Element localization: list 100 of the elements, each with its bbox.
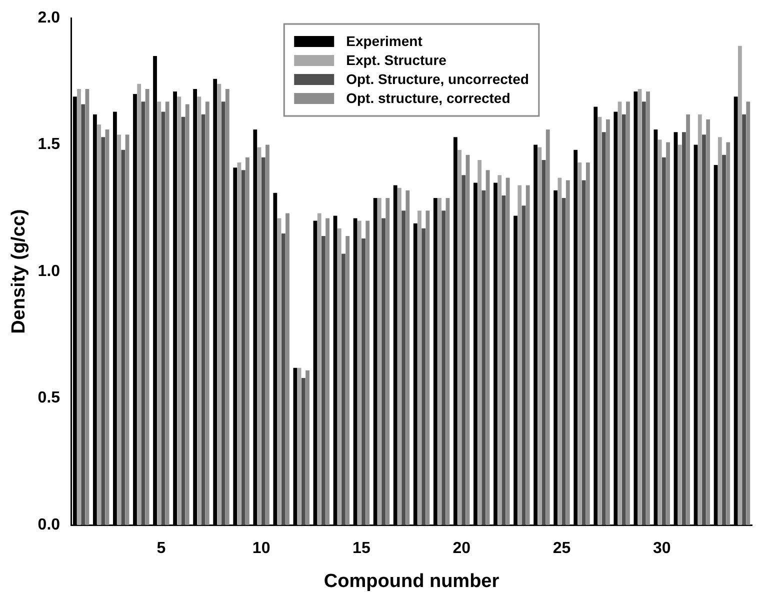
bar — [257, 147, 262, 525]
bar — [141, 102, 146, 525]
x-axis-title: Compound number — [324, 570, 500, 592]
bar — [666, 142, 670, 525]
bar — [225, 88, 230, 525]
bar — [101, 137, 106, 525]
bar — [646, 92, 650, 525]
bar — [245, 157, 250, 525]
bar — [642, 102, 646, 525]
bar — [137, 84, 142, 525]
bar — [446, 198, 450, 525]
bar — [726, 142, 730, 525]
bar — [698, 114, 702, 525]
legend-label: Opt. Structure, uncorrected — [346, 70, 529, 87]
x-tick-label: 30 — [652, 540, 671, 558]
bar — [662, 157, 666, 525]
bar — [85, 88, 90, 525]
bar — [626, 102, 630, 525]
bar — [301, 378, 306, 525]
bar — [506, 178, 510, 525]
bar — [277, 218, 282, 525]
bar — [185, 104, 190, 525]
bar — [618, 102, 622, 525]
bar — [478, 160, 482, 525]
bar — [402, 210, 406, 525]
bar — [622, 114, 626, 525]
y-tick-label: 1.0 — [38, 262, 60, 280]
bar — [742, 114, 746, 525]
bar — [165, 102, 170, 525]
bar — [398, 188, 402, 525]
bar — [337, 228, 342, 525]
bar — [266, 144, 270, 525]
bar — [722, 154, 726, 525]
bar — [718, 137, 722, 525]
bar — [562, 198, 566, 525]
bar — [746, 102, 750, 525]
y-axis-title: Density (g/cc) — [8, 209, 30, 334]
bar — [145, 88, 150, 525]
bar — [205, 102, 210, 525]
bar — [406, 190, 410, 525]
bar — [161, 112, 166, 525]
bar — [518, 185, 522, 525]
bar — [702, 134, 706, 525]
bar — [366, 220, 370, 525]
bar — [217, 84, 222, 525]
bar — [326, 218, 330, 525]
bar — [297, 368, 302, 525]
bar — [486, 170, 490, 525]
bar — [466, 154, 470, 525]
bar — [582, 180, 586, 525]
bar — [357, 220, 362, 525]
bar — [546, 130, 550, 525]
bar — [442, 210, 446, 525]
bar — [682, 132, 686, 525]
x-tick-label: 5 — [156, 540, 166, 558]
bar — [538, 147, 542, 525]
bar — [606, 119, 610, 525]
bar — [522, 206, 526, 525]
bar — [382, 218, 386, 525]
bar — [586, 162, 590, 525]
bar — [526, 185, 530, 525]
bar — [558, 178, 562, 525]
bar — [602, 132, 606, 525]
bar — [117, 134, 122, 525]
bar — [418, 210, 422, 525]
bar — [261, 157, 266, 525]
bar — [286, 213, 290, 525]
x-tick-label: 10 — [252, 540, 270, 558]
bar — [125, 134, 130, 525]
bar — [377, 198, 382, 525]
bar — [686, 114, 690, 525]
x-tick-label: 25 — [552, 540, 571, 558]
y-tick-label: 2.0 — [38, 9, 60, 26]
bar — [317, 213, 322, 525]
bar — [241, 170, 246, 525]
bar — [598, 116, 602, 525]
bar — [482, 190, 486, 525]
x-tick-label: 20 — [452, 540, 471, 558]
bar — [658, 140, 662, 525]
bar — [386, 198, 390, 525]
bar — [237, 162, 242, 525]
bar — [197, 96, 202, 525]
legend-label: Expt. Structure — [346, 52, 447, 68]
bar — [502, 195, 506, 525]
legend-label: Experiment — [346, 32, 423, 49]
bar — [306, 370, 310, 525]
bar — [201, 114, 206, 525]
bar — [321, 236, 326, 525]
bar — [438, 198, 442, 525]
bar — [342, 254, 346, 525]
bar — [77, 88, 81, 525]
bar — [346, 236, 350, 525]
y-tick-label: 0.5 — [38, 390, 60, 407]
bar — [498, 175, 502, 525]
bar — [177, 96, 182, 525]
bar — [181, 116, 186, 525]
bar — [105, 130, 110, 525]
bar — [738, 46, 742, 525]
bar — [426, 210, 430, 525]
legend-label: Opt. structure, corrected — [346, 90, 510, 106]
